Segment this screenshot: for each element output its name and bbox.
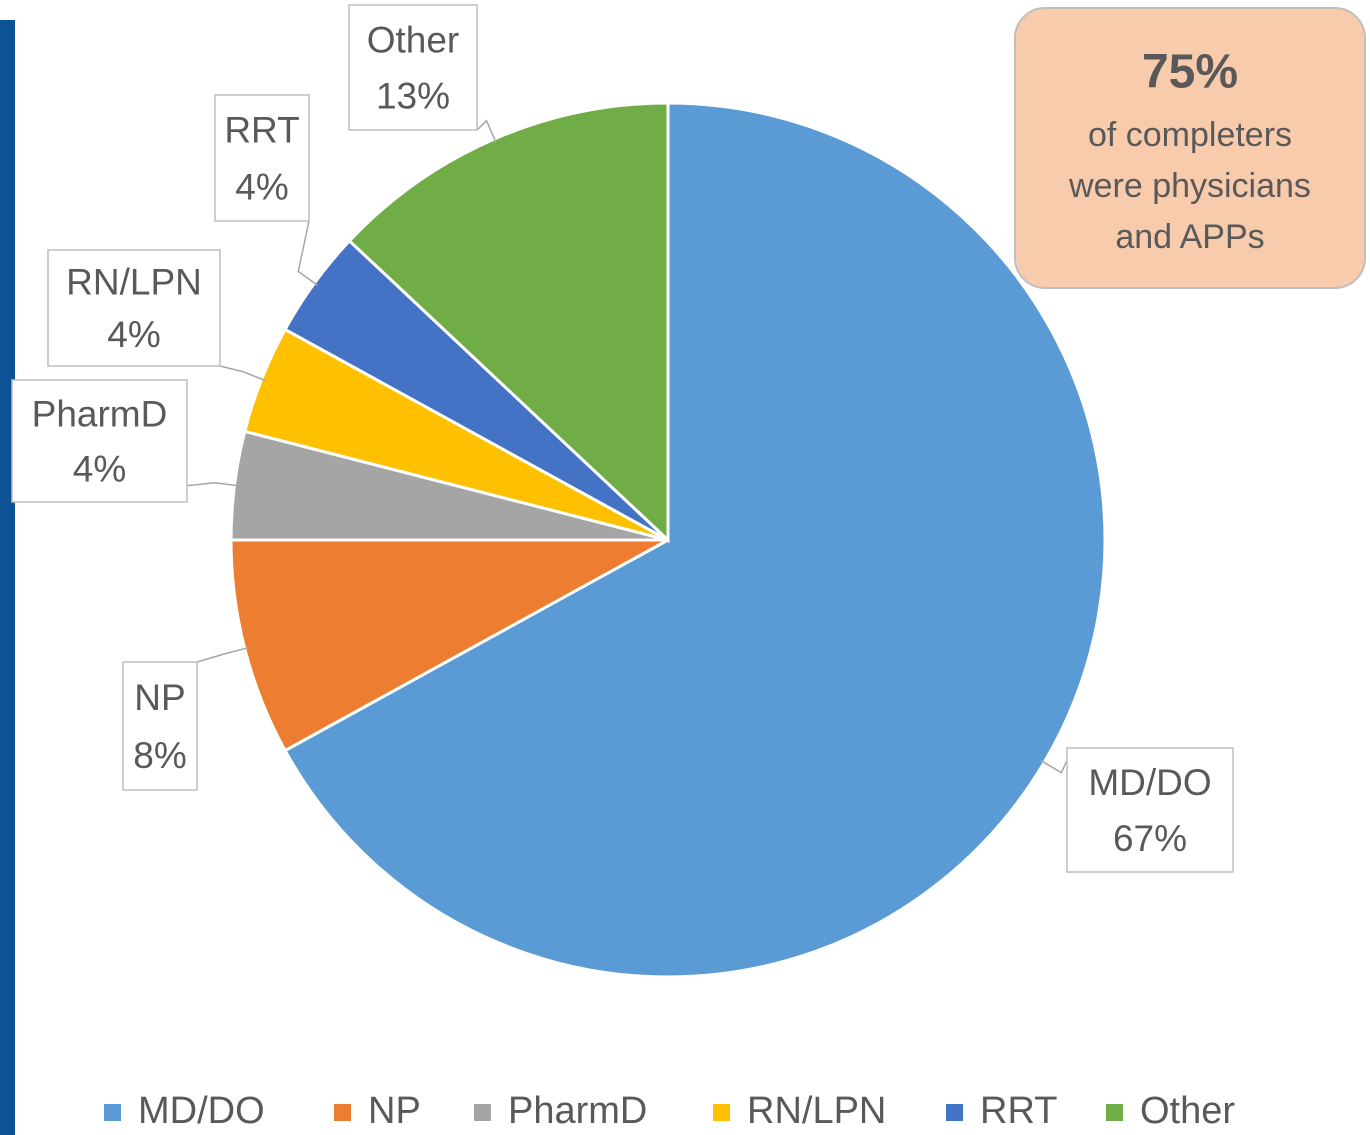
callout-headline: 75% [1142,46,1238,99]
legend-swatch [474,1104,491,1121]
legend-label: PharmD [508,1090,647,1132]
legend-label: Other [1140,1090,1235,1132]
data-label: 4% [73,448,126,489]
legend-swatch [946,1104,963,1121]
data-label-name: RN/LPN [66,262,202,303]
leader-line [219,365,266,382]
legend-swatch [1106,1104,1123,1121]
leader-line [1040,759,1068,774]
legend-label: MD/DO [138,1090,265,1132]
data-label: 4% [107,314,160,355]
label-box [122,661,198,791]
leader-line [476,119,497,143]
legend-swatch [713,1104,730,1121]
callout-line: were physicians [1068,167,1311,205]
data-label: 8% [133,735,186,776]
legend-swatch [104,1104,121,1121]
label-box [11,379,188,503]
leader-line [196,646,249,663]
data-label-name: RRT [224,110,299,151]
label-box [1066,747,1234,873]
callout-line: and APPs [1115,218,1264,256]
label-box [214,94,310,222]
callout-box [1014,7,1366,289]
legend-label: NP [368,1090,421,1132]
callout-line: of completers [1088,116,1292,154]
leader-line [186,481,239,487]
data-label: 67% [1113,818,1187,859]
label-box [47,249,221,367]
label-box [348,4,478,131]
data-label: 13% [376,76,450,117]
data-label-name: MD/DO [1088,762,1211,803]
legend-swatch [334,1104,351,1121]
data-label-name: NP [134,677,185,718]
side-bar [0,20,15,1135]
leader-line [297,220,319,287]
data-label-name: Other [367,19,460,60]
callout: 75% of completers were physicians and AP… [1014,7,1366,289]
data-label-name: PharmD [32,393,168,434]
legend-label: RRT [980,1090,1057,1132]
legend-label: RN/LPN [747,1090,886,1132]
data-label: 4% [235,166,288,207]
